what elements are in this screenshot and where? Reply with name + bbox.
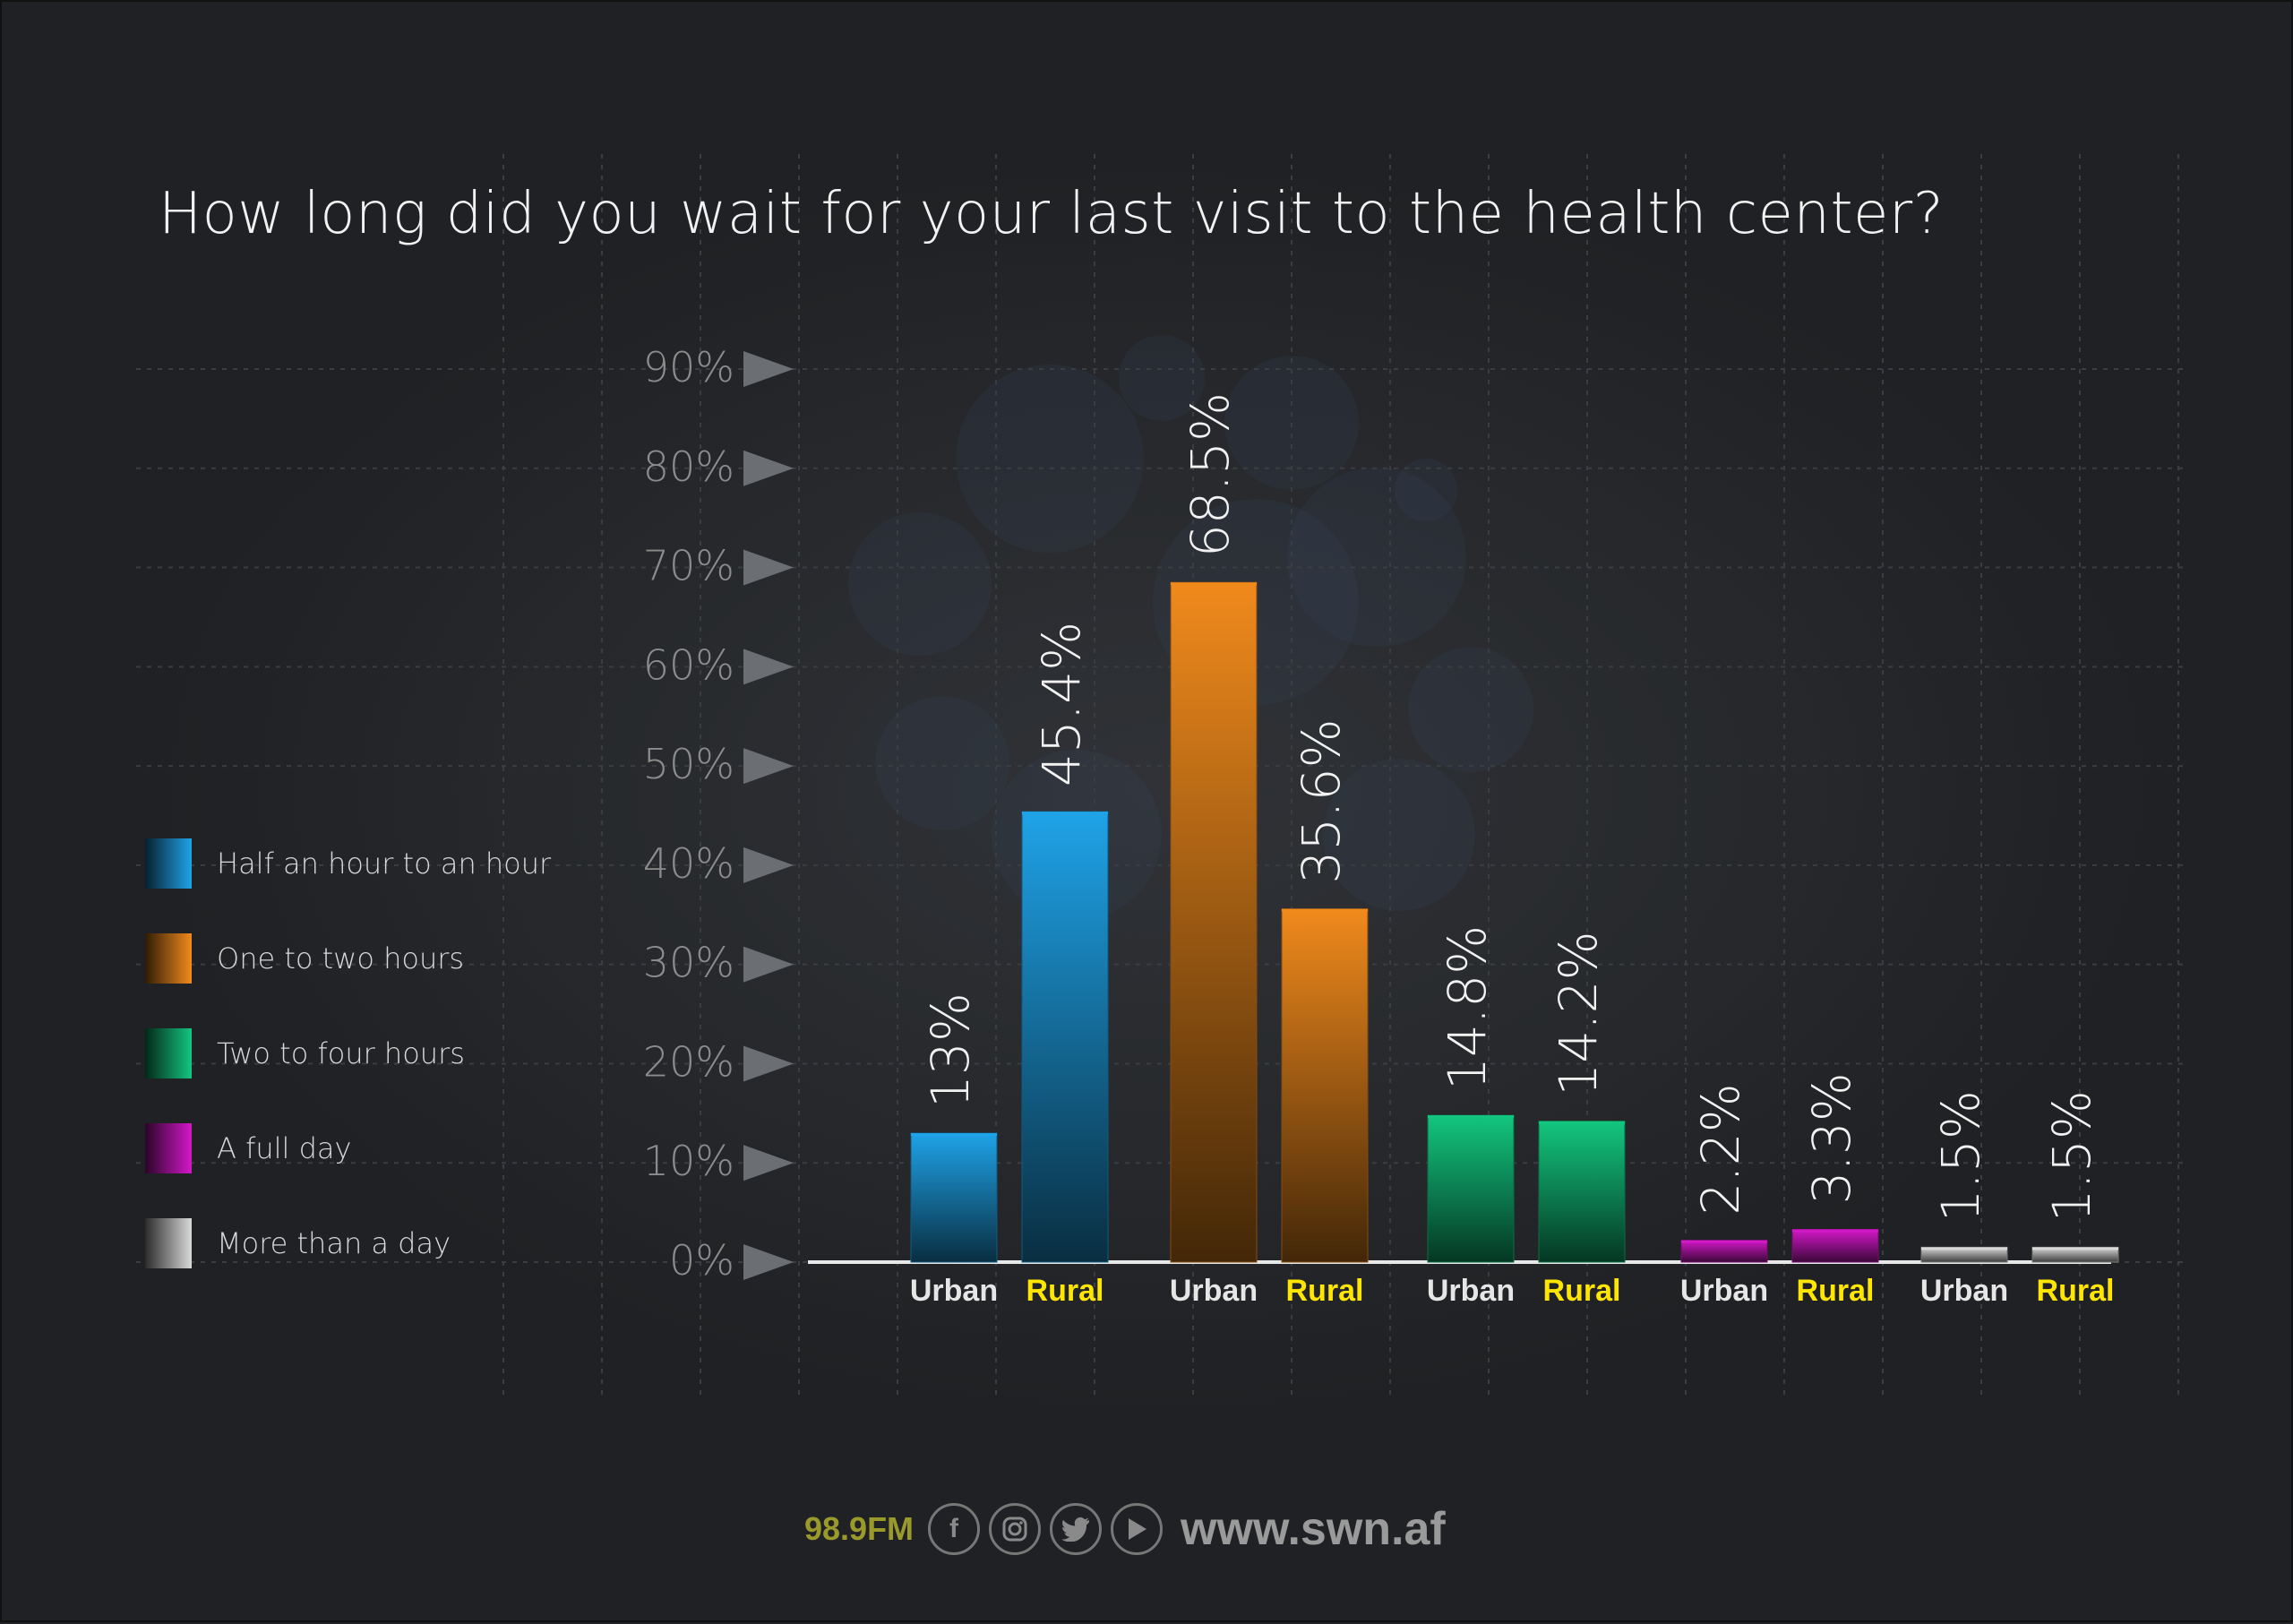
bar-top-highlight [1681,1240,1767,1243]
globe-background [154,217,2160,1363]
bar-value-label: 45.4% [1031,622,1092,786]
y-tick-arrow [743,351,794,387]
footer: 98.9FM f www.swn.af [804,1498,1446,1560]
bar-value-label: 1.5% [1930,1090,1991,1222]
background-bubble [1395,459,1457,521]
bar-value-label: 35.6% [1291,718,1352,883]
legend-label: Two to four hours [217,1036,465,1070]
bar-rural [1281,908,1369,1263]
bar-top-highlight [1171,582,1257,586]
website-link[interactable]: www.swn.af [1181,1503,1446,1555]
y-tick-arrow [743,1045,794,1082]
category-label-urban: Urban [1920,1274,2008,1308]
y-tick-arrow [743,946,794,983]
background-bubble [848,512,992,656]
bar-value-label: 14.2% [1548,931,1609,1096]
y-tick-arrow [743,649,794,685]
facebook-icon[interactable]: f [928,1503,981,1555]
category-label-urban: Urban [1170,1274,1258,1308]
bar-urban [1170,581,1258,1263]
legend-swatch [145,1028,192,1078]
bar-top-highlight [1792,1229,1878,1233]
category-label-rural: Rural [1286,1274,1364,1308]
y-tick-arrow [743,1244,794,1280]
twitter-icon[interactable] [1050,1503,1103,1555]
y-tick-arrow [743,748,794,785]
bar-value-label: 13% [920,992,981,1108]
background-bubble [956,365,1144,553]
bar-top-highlight [1428,1115,1514,1119]
y-tick-label: 30% [643,939,734,987]
legend-item: More than a day [145,1218,451,1268]
legend-swatch [145,933,192,984]
legend-item: A full day [145,1123,351,1173]
bar-urban [910,1132,998,1263]
y-tick-label: 70% [643,542,734,590]
y-tick-label: 20% [643,1037,734,1086]
bar-rural [1538,1121,1626,1263]
legend-label: One to two hours [217,941,465,975]
bar-top-highlight [1539,1121,1625,1124]
bar-rural [1021,811,1109,1263]
category-label-rural: Rural [1026,1274,1104,1308]
bar-top-highlight [1022,812,1108,815]
bar-value-label: 3.3% [1801,1072,1862,1204]
y-tick-label: 0% [669,1236,734,1285]
legend-label: A full day [217,1131,352,1165]
y-tick-label: 60% [643,640,734,689]
background-bubble [875,696,1009,830]
category-label-urban: Urban [1680,1274,1768,1308]
instagram-icon[interactable] [989,1503,1042,1555]
legend-item: Half an hour to an hour [145,838,551,889]
legend-item: One to two hours [145,933,464,984]
y-tick-arrow [743,549,794,586]
y-tick-arrow [743,1145,794,1181]
bar-urban [1427,1114,1515,1263]
category-label-rural: Rural [1543,1274,1621,1308]
category-label-urban: Urban [910,1274,998,1308]
y-tick-arrow [743,846,794,883]
bar-value-label: 68.5% [1180,392,1241,557]
radio-frequency: 98.9FM [804,1510,915,1547]
legend-swatch [145,838,192,889]
bar-value-label: 1.5% [2041,1090,2102,1222]
y-tick-label: 80% [643,443,734,491]
youtube-icon[interactable] [1111,1503,1164,1555]
y-tick-label: 90% [643,343,734,391]
y-tick-label: 40% [643,839,734,888]
bar-top-highlight [2032,1247,2118,1250]
chart-title: How long did you wait for your last visi… [159,181,1945,247]
y-tick-arrow [743,450,794,486]
category-label-rural: Rural [1797,1274,1875,1308]
legend-label: More than a day [217,1226,451,1260]
bar-value-label: 14.8% [1437,925,1498,1090]
y-tick-label: 50% [643,740,734,788]
background-bubble [1408,647,1533,772]
background-bubble [1287,468,1466,647]
bar-top-highlight [1921,1247,2007,1250]
legend-label: Half an hour to an hour [217,846,552,881]
bar-value-label: 2.2% [1690,1083,1751,1215]
category-label-urban: Urban [1427,1274,1515,1308]
background-bubble [1119,335,1205,421]
bar-top-highlight [911,1132,997,1136]
y-tick-label: 10% [643,1137,734,1185]
bar-rural [1791,1228,1879,1263]
legend-item: Two to four hours [145,1028,465,1078]
background-bubble [1323,759,1475,911]
legend-swatch [145,1218,192,1268]
legend-swatch [145,1123,192,1173]
category-label-rural: Rural [2037,1274,2115,1308]
bar-top-highlight [1282,908,1368,912]
bar-urban [1680,1240,1768,1263]
